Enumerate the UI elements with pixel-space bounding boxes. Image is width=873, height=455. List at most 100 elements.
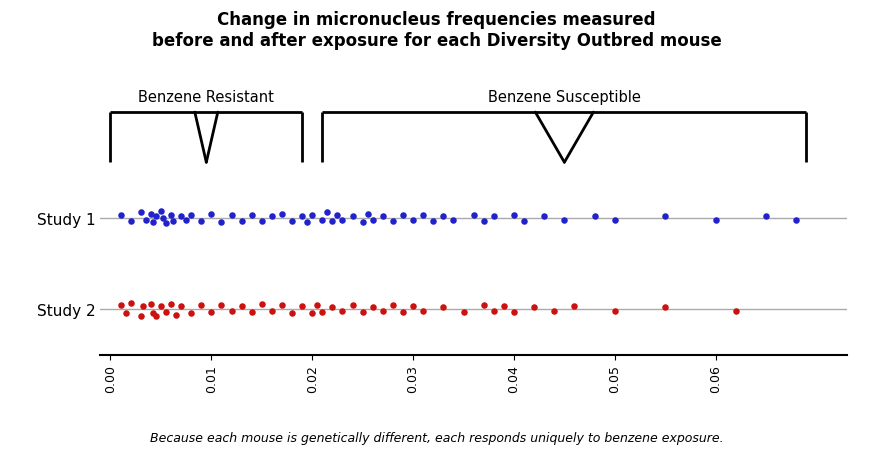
Point — [113, 212, 127, 219]
Point — [537, 212, 551, 220]
Point — [517, 218, 531, 225]
Point — [265, 212, 278, 220]
Point — [331, 212, 345, 219]
Point — [497, 303, 511, 310]
Point — [164, 212, 178, 219]
Point — [136, 303, 150, 310]
Point — [306, 310, 320, 318]
Point — [346, 212, 360, 220]
Point — [235, 218, 249, 225]
Point — [361, 210, 375, 217]
Point — [265, 308, 278, 315]
Point — [295, 212, 309, 220]
Point — [244, 212, 258, 219]
Point — [124, 218, 138, 225]
Point — [709, 217, 723, 224]
Point — [154, 303, 168, 310]
Point — [215, 219, 229, 227]
Point — [235, 303, 249, 310]
Point — [446, 217, 460, 224]
Point — [139, 217, 153, 224]
Point — [477, 301, 491, 308]
Point — [457, 309, 471, 316]
Point — [477, 218, 491, 225]
Text: Change in micronucleus frequencies measured
before and after exposure for each D: Change in micronucleus frequencies measu… — [152, 11, 721, 50]
Point — [436, 303, 450, 311]
Point — [396, 309, 410, 316]
Point — [487, 308, 501, 315]
Point — [527, 303, 541, 311]
Point — [275, 301, 289, 308]
Text: Benzene Resistant: Benzene Resistant — [138, 90, 274, 105]
Point — [416, 308, 430, 315]
Point — [346, 301, 360, 308]
Point — [466, 212, 480, 219]
Point — [406, 217, 420, 224]
Point — [567, 303, 581, 310]
Point — [146, 219, 160, 227]
Point — [366, 217, 380, 224]
Point — [244, 309, 258, 316]
Point — [315, 217, 329, 224]
Point — [119, 310, 133, 318]
Point — [179, 217, 193, 224]
Point — [386, 301, 400, 308]
Point — [285, 310, 299, 318]
Point — [159, 220, 173, 228]
Point — [166, 218, 180, 225]
Point — [386, 218, 400, 225]
Point — [658, 303, 672, 311]
Text: Benzene Susceptible: Benzene Susceptible — [488, 90, 641, 105]
Point — [426, 218, 440, 225]
Point — [149, 212, 163, 220]
Point — [366, 303, 380, 311]
Point — [156, 215, 170, 222]
Point — [149, 312, 163, 319]
Point — [154, 208, 168, 216]
Point — [255, 218, 269, 225]
Point — [376, 308, 390, 315]
Point — [315, 309, 329, 316]
Point — [376, 212, 390, 220]
Point — [124, 299, 138, 307]
Point — [658, 212, 672, 220]
Point — [396, 212, 410, 219]
Point — [588, 212, 601, 220]
Point — [320, 209, 334, 217]
Point — [335, 217, 349, 224]
Point — [113, 301, 127, 308]
Point — [608, 217, 622, 224]
Point — [355, 219, 369, 227]
Point — [255, 300, 269, 308]
Point — [134, 312, 148, 319]
Point — [335, 308, 349, 315]
Point — [326, 218, 340, 225]
Point — [326, 303, 340, 311]
Point — [195, 218, 209, 225]
Point — [204, 210, 218, 217]
Point — [169, 311, 183, 318]
Point — [760, 212, 773, 220]
Point — [729, 308, 743, 315]
Point — [436, 212, 450, 220]
Point — [144, 300, 158, 308]
Point — [184, 212, 198, 219]
Point — [416, 212, 430, 219]
Point — [215, 301, 229, 308]
Point — [406, 303, 420, 310]
Point — [174, 212, 188, 220]
Point — [557, 217, 571, 224]
Point — [159, 309, 173, 316]
Point — [789, 217, 803, 224]
Text: Because each mouse is genetically different, each responds uniquely to benzene e: Because each mouse is genetically differ… — [149, 430, 724, 444]
Point — [174, 303, 188, 310]
Point — [285, 218, 299, 225]
Point — [300, 219, 314, 227]
Point — [306, 212, 320, 219]
Point — [310, 301, 324, 308]
Point — [487, 212, 501, 220]
Point — [295, 303, 309, 310]
Point — [355, 309, 369, 316]
Point — [547, 308, 561, 315]
Point — [144, 210, 158, 217]
